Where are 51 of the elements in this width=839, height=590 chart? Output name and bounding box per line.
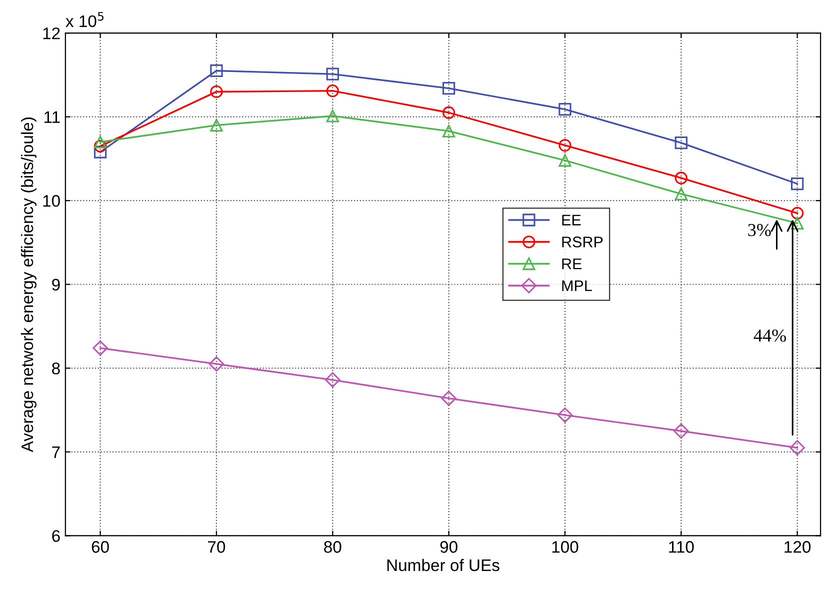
point: [558, 138, 572, 152]
text: x 10$^{5}$: [66, 12, 104, 28]
legend-label: RE: [562, 258, 582, 270]
point: [557, 407, 573, 423]
point: [324, 372, 340, 388]
legend-label: MPL: [562, 280, 592, 291]
point: [790, 440, 805, 456]
y-tick-label: 8: [52, 362, 60, 374]
point: [94, 140, 107, 152]
y-tick-label: 12: [43, 27, 60, 40]
point: [442, 82, 456, 95]
point: [674, 136, 688, 150]
point: [558, 154, 572, 167]
x-tick-label: 110: [669, 541, 694, 553]
point: [326, 110, 339, 122]
point: [210, 118, 223, 132]
y-tick-label: 11: [44, 111, 60, 123]
legend-label: RSRP: [562, 236, 603, 248]
point: [94, 136, 107, 148]
x-tick-label: 90: [440, 541, 458, 553]
point: [442, 106, 456, 119]
y-tick-label: 10: [43, 195, 60, 207]
annotation: 44%: [754, 329, 786, 342]
point: [92, 340, 108, 356]
x-axis-title: Number of UEs: [387, 558, 500, 572]
annotation: 3%: [748, 224, 771, 236]
point: [790, 178, 804, 190]
point: [674, 188, 688, 200]
x-tick-label: 70: [208, 541, 226, 553]
x-tick-label: 80: [324, 541, 342, 553]
point: [674, 172, 688, 184]
point: [208, 356, 224, 372]
point: [210, 64, 223, 78]
y-axis-title: Average network energy efficiency (bits/joule): [20, 118, 36, 452]
point: [94, 146, 107, 158]
point: [674, 423, 689, 439]
point: [441, 390, 456, 406]
y-tick-label: 9: [52, 278, 60, 291]
point: [558, 102, 572, 116]
x-tick-label: 120: [784, 541, 811, 553]
point: [210, 85, 223, 98]
point: [442, 124, 456, 138]
point: [790, 206, 804, 220]
point: [326, 68, 339, 80]
y-tick-label: 7: [52, 446, 60, 458]
point: [790, 216, 804, 230]
y-tick-label: 6: [52, 530, 60, 542]
x-tick-label: 100: [552, 541, 578, 553]
point: [326, 84, 339, 98]
x-tick-label: 60: [92, 541, 109, 553]
legend-label: EE: [562, 214, 581, 226]
